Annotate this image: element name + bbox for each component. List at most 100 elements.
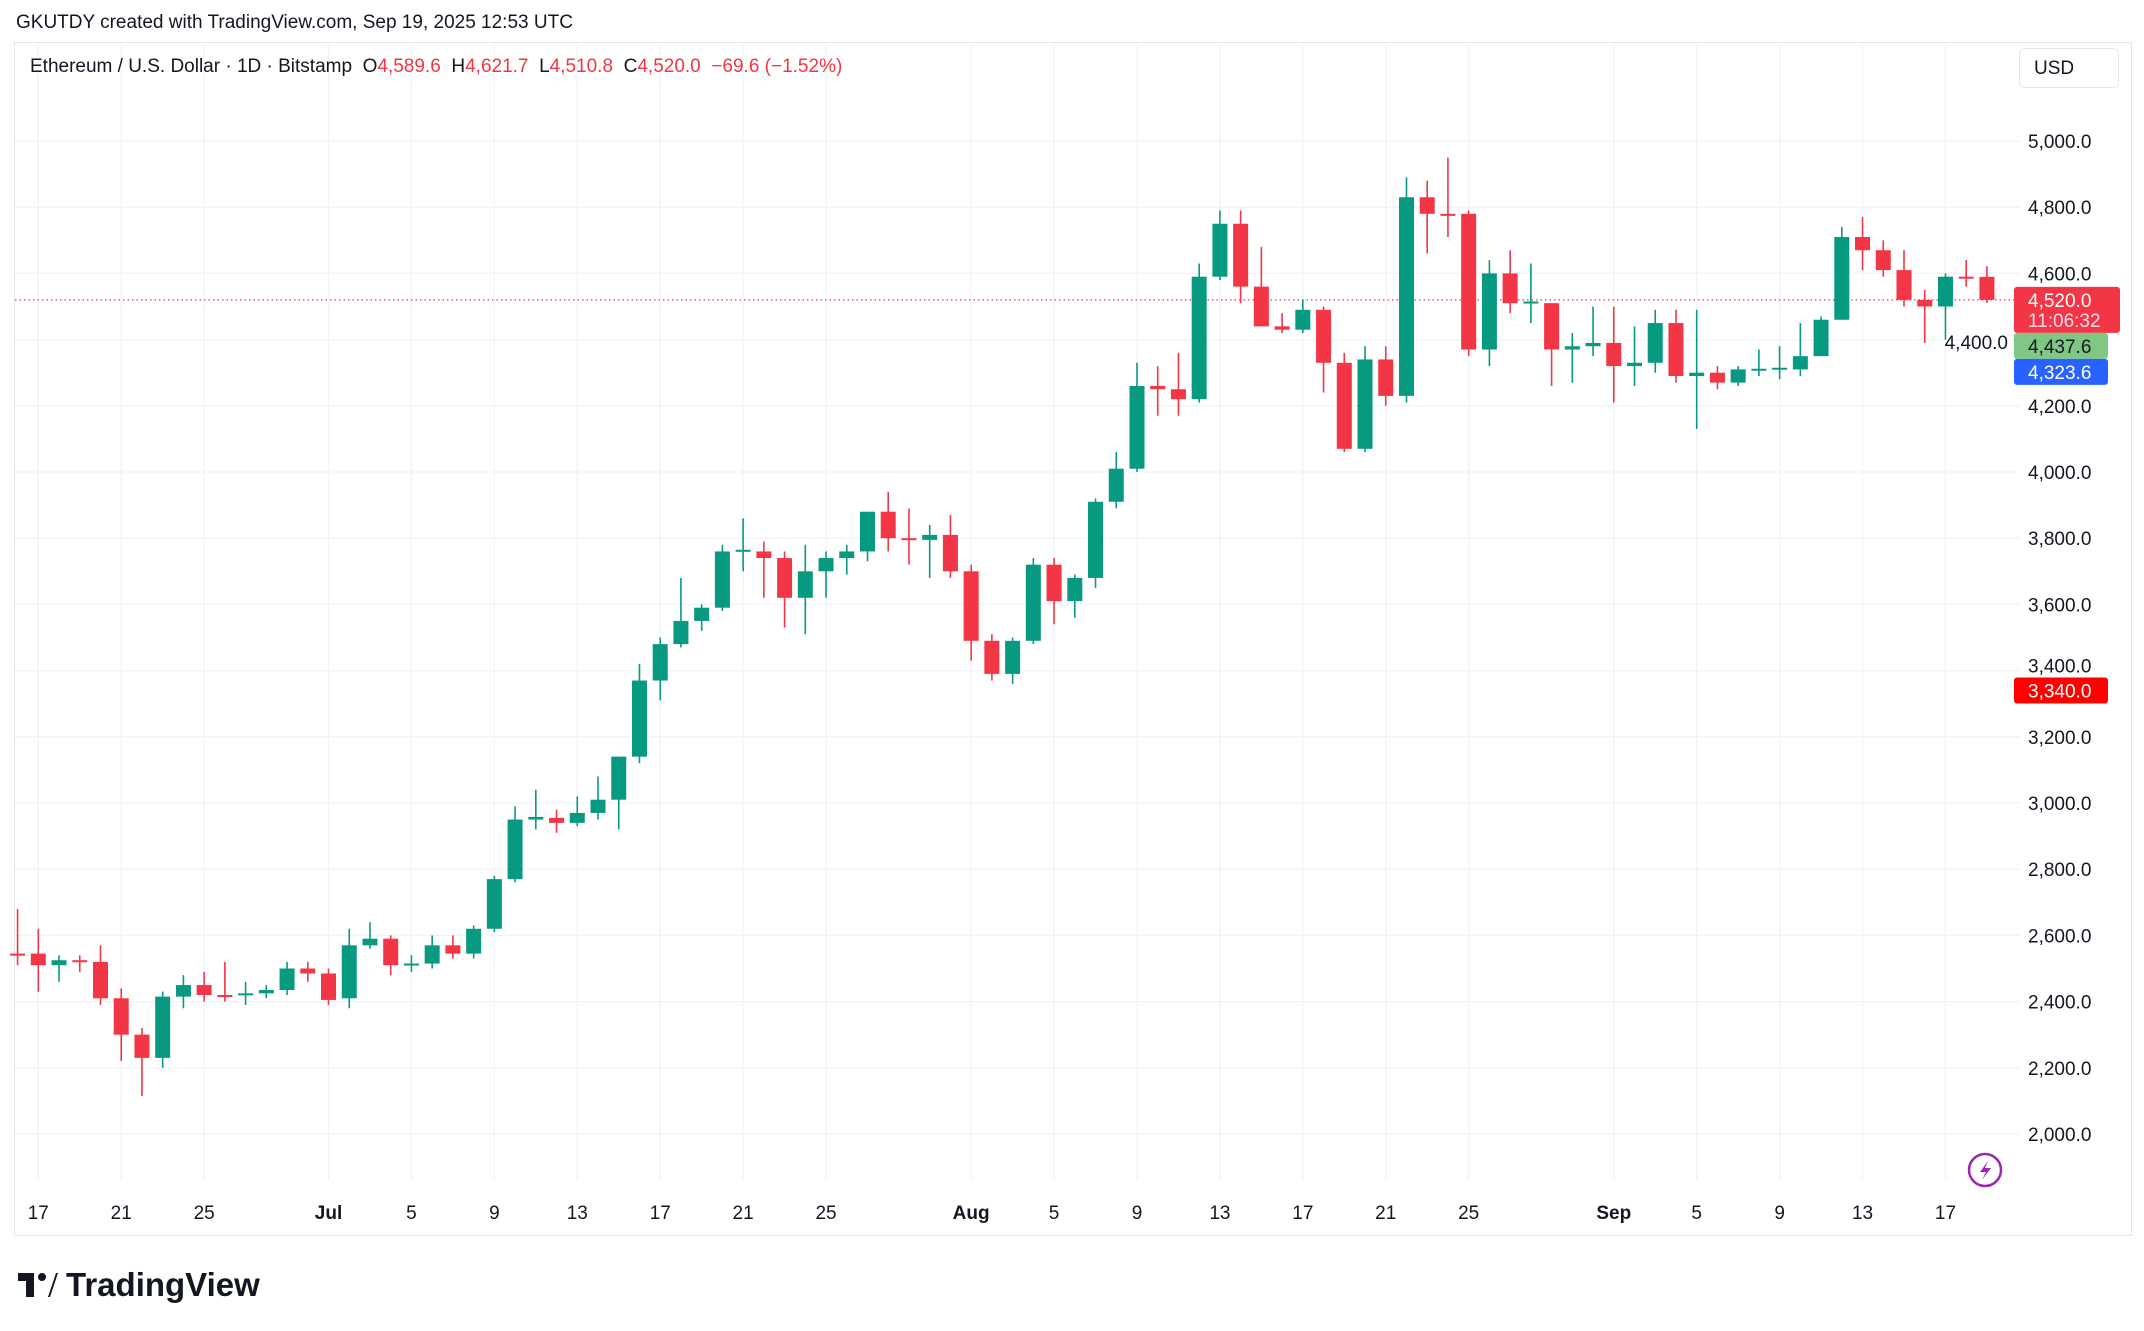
candle-body [1481,273,1497,350]
high-value: 4,621.7 [465,56,529,77]
high-label: H [451,56,466,77]
candle-body [486,879,502,929]
y-tick-label: 4,600.0 [2028,264,2091,285]
x-tick-label: 13 [1209,1203,1230,1224]
x-tick-label: 21 [1375,1203,1396,1224]
candle-body [217,994,233,997]
candle-body [839,551,855,559]
close-value: 4,520.0 [637,56,701,77]
x-tick-label: 17 [28,1203,49,1224]
x-tick-label: 25 [1458,1203,1479,1224]
candle-body [507,819,523,880]
y-tick-label: 2,000.0 [2028,1125,2091,1146]
x-tick-label: Aug [953,1203,990,1224]
candle-body [1419,197,1435,214]
y-tick-label: 2,400.0 [2028,993,2091,1014]
candle-body [1108,468,1124,502]
x-tick-label: 21 [111,1203,132,1224]
price-labels: 4,520.011:06:32 4,437.6 4,323.6 3,340.0 [2014,286,2120,704]
candle-body [1025,564,1041,641]
tradingview-logo-icon [18,1273,58,1297]
candle-body [569,812,585,823]
candle-body [1440,213,1456,216]
price-label: 3,340.0 [2028,681,2091,702]
tradingview-logo[interactable]: TradingView [18,1266,260,1304]
price-label-bg [2014,286,2120,333]
lightning-icon[interactable] [1967,1152,2003,1188]
candle-body [652,644,668,681]
candle-body [1046,564,1062,602]
currency-button[interactable]: USD [2019,48,2119,88]
x-tick-label: 5 [1049,1203,1060,1224]
candle-body [1274,326,1290,330]
candle-body [383,938,399,966]
candle-body [1709,372,1725,383]
y-tick-label: 4,800.0 [2028,198,2091,219]
candle-body [880,511,896,539]
candle-body [362,938,378,946]
countdown-label: 11:06:32 [2028,311,2101,332]
candle-body [1378,359,1394,396]
candle-body [403,963,419,966]
close-label: C [623,56,638,77]
candle-body [1564,346,1580,350]
candle-body [1398,197,1414,396]
candle-body [1233,223,1249,287]
candle-body [175,985,191,997]
y-tick-label: 2,600.0 [2028,926,2091,947]
candle-body [1606,342,1622,367]
y-tick-label: 3,000.0 [2028,794,2091,815]
candle-body [279,968,295,991]
candle-body [901,538,917,541]
candle-body [1585,342,1601,347]
candle-body [51,960,67,966]
x-tick-label: 13 [1852,1203,1873,1224]
candle-body [694,607,710,621]
candle-body [1212,223,1228,277]
candle-body [1191,276,1207,400]
x-tick-label: 9 [1774,1203,1785,1224]
candle-body [756,551,772,559]
chart-frame [14,42,2132,1236]
y-tick-label: 4,400.0 [1945,333,2008,354]
candle-body [1627,362,1643,367]
candle-body [818,558,834,572]
x-tick-label: 21 [733,1203,754,1224]
price-label-bg [2014,677,2108,704]
x-tick-label: 25 [815,1203,836,1224]
candle-body [735,549,751,552]
low-value: 4,510.8 [549,56,614,77]
low-label: L [539,56,550,77]
candle-body [1150,385,1166,390]
y-tick-label: 3,600.0 [2028,595,2091,616]
candle-body [860,511,875,552]
candle-body [1751,368,1767,371]
x-tick-label: 13 [567,1203,588,1224]
candle-body [1336,362,1352,449]
candle-body [196,985,212,995]
candle-body [1523,301,1539,304]
price-axis: 5,000.0 4,800.0 4,600.0 4,400.0 4,200.0 4,000… [1945,132,2092,1146]
candles [10,157,1995,1096]
y-tick-label: 4,200.0 [2028,397,2091,418]
candle-body [72,960,88,963]
candle-body [445,945,461,954]
x-tick-label: 17 [1292,1203,1313,1224]
candle-body [1005,640,1021,674]
candle-body [258,990,274,994]
candle-body [1129,385,1145,469]
candle-body [155,996,171,1058]
price-label: 4,520.0 [2028,291,2091,312]
candle-body [1834,236,1850,320]
candle-body [1502,273,1518,304]
candle-body [1088,501,1104,578]
candle-body [714,551,730,608]
candle-body [1896,270,1912,300]
candle-body [942,534,958,572]
y-tick-label: 3,800.0 [2028,529,2091,550]
candle-body [922,534,938,540]
candle-body [673,620,689,645]
candle-body [1170,389,1186,400]
x-tick-label: 9 [489,1203,500,1224]
